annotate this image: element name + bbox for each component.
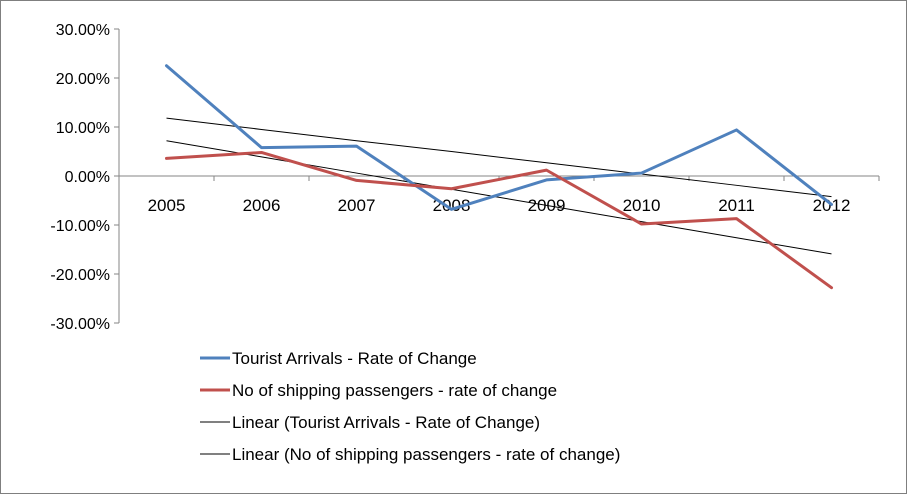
y-tick-label: 30.00% [56,22,110,39]
y-tick-label: 0.00% [65,169,110,186]
x-tick-label: 2010 [623,196,661,215]
legend-label: Tourist Arrivals - Rate of Change [232,349,477,368]
series-line-2 [165,150,833,290]
x-tick-label: 2007 [338,196,376,215]
legend-label: No of shipping passengers - rate of chan… [232,381,557,400]
legend-label: Linear (Tourist Arrivals - Rate of Chang… [232,413,540,432]
data-series [165,64,833,290]
trendline-2 [166,140,832,255]
y-tick-label: -30.00% [50,316,110,333]
x-tick-label: 2006 [243,196,281,215]
trendlines [166,117,832,255]
x-tick-label: 2011 [718,196,755,215]
y-tick-label: 20.00% [56,71,110,88]
x-tick-label: 2008 [433,196,471,215]
legend: Tourist Arrivals - Rate of Change No of s… [200,349,620,464]
x-tick-label: 2005 [148,196,186,215]
y-tick-label: -10.00% [50,218,110,235]
y-tick-label: 10.00% [56,120,110,137]
y-axis: 30.00% 20.00% 10.00% 0.00% -10.00% -20.00% -30… [50,22,120,333]
x-axis: 2005 2006 2007 2008 2009 2010 2011 2012 [118,175,880,215]
series-line-1 [165,64,833,211]
y-tick-label: -20.00% [50,267,110,284]
legend-label: Linear (No of shipping passengers - rate… [232,445,620,464]
trendline-1 [166,117,832,198]
